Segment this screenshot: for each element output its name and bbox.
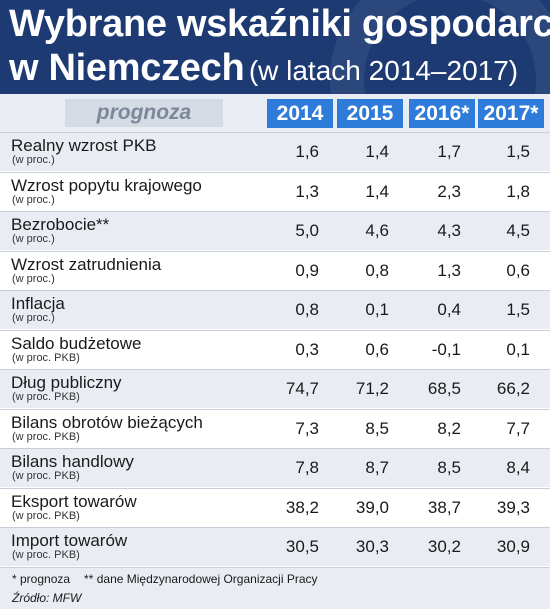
value-cell: 0,8 (295, 300, 319, 319)
year-header: 2014 (267, 99, 333, 128)
row-unit: (w proc.) (12, 233, 55, 245)
footnotes: * prognoza ** dane Międzynarodowej Organi… (0, 567, 550, 609)
row-unit: (w proc. PKB) (12, 470, 80, 482)
chart-title: Wybrane wskaźniki gospodarcze (9, 3, 550, 45)
row-unit: (w proc.) (12, 272, 55, 285)
value-cell: 1,6 (295, 142, 319, 161)
value-cell: 39,0 (355, 497, 389, 517)
value-cell: 2,3 (437, 181, 461, 201)
value-cell: 8,5 (365, 418, 389, 438)
row-label: Eksport towarów (11, 491, 137, 511)
title-period: (w latach 2014–2017) (248, 55, 519, 86)
value-cell: 0,6 (506, 260, 530, 280)
value-cell: 1,4 (365, 142, 389, 161)
value-cell: 0,1 (365, 300, 389, 319)
table-row: Inflacja (w proc.) 0,8 0,1 0,4 1,5 (0, 290, 550, 329)
value-cell: 68,5 (427, 379, 461, 398)
row-label: Bezrobocie** (11, 215, 110, 234)
source-note: Źródło: MFW (12, 591, 82, 605)
table-header-row: prognoza 2014 2015 2016* 2017* (0, 94, 550, 132)
row-unit: (w proc.) (12, 193, 55, 206)
value-cell: 71,2 (355, 379, 389, 398)
value-cell: 74,7 (285, 379, 319, 398)
row-label: Dług publiczny (11, 373, 122, 392)
value-cell: 0,1 (506, 339, 530, 359)
footnote-line: * prognoza ** dane Międzynarodowej Organi… (12, 572, 318, 586)
value-cell: 1,5 (506, 142, 530, 161)
value-cell: 30,2 (427, 537, 461, 556)
row-unit: (w proc. PKB) (12, 391, 80, 403)
value-cell: 1,3 (437, 260, 461, 280)
value-cell: 7,8 (295, 458, 319, 477)
value-cell: 1,8 (506, 181, 530, 201)
year-header: 2015 (337, 99, 403, 128)
row-unit: (w proc. PKB) (12, 549, 80, 561)
value-cell: 38,2 (285, 497, 319, 517)
value-cell: 1,5 (506, 300, 530, 319)
value-cell: 0,4 (437, 300, 461, 319)
row-label: Saldo budżetowe (11, 333, 142, 353)
table-row: Bezrobocie** (w proc.) 5,0 4,6 4,3 4,5 (0, 211, 550, 250)
row-label: Inflacja (11, 294, 65, 313)
value-cell: -0,1 (431, 339, 461, 359)
indicators-table: prognoza 2014 2015 2016* 2017* Realny wzros… (0, 94, 550, 567)
row-unit: (w proc. PKB) (12, 430, 80, 443)
value-cell: 8,4 (506, 458, 530, 477)
row-unit: (w proc. PKB) (12, 351, 80, 364)
forecast-label: prognoza (65, 99, 223, 127)
table-row: Dług publiczny (w proc. PKB) 74,7 71,2 68,5 6… (0, 369, 550, 408)
row-label: Bilans obrotów bieżących (11, 412, 203, 432)
value-cell: 30,5 (285, 537, 319, 556)
row-label: Import towarów (11, 531, 128, 550)
table-row: Eksport towarów (w proc. PKB) 38,2 39,0 38,7… (0, 487, 550, 527)
footnote-forecast: * prognoza (12, 572, 71, 586)
value-cell: 4,6 (365, 221, 389, 240)
value-cell: 4,3 (437, 221, 461, 240)
value-cell: 0,8 (365, 260, 389, 280)
row-unit: (w proc.) (12, 154, 55, 166)
value-cell: 5,0 (295, 221, 319, 240)
value-cell: 4,5 (506, 221, 530, 240)
title-country: w Niemczech (9, 47, 245, 89)
value-cell: 38,7 (427, 497, 461, 517)
table-row: Wzrost popytu krajowego (w proc.) 1,3 1,4 2,… (0, 171, 550, 211)
value-cell: 66,2 (496, 379, 530, 398)
value-cell: 8,5 (437, 458, 461, 477)
table-row: Wzrost zatrudnienia (w proc.) 0,9 0,8 1,3 0,6 (0, 250, 550, 290)
footnote-unemployment: ** dane Międzynarodowej Organizacji Prac… (84, 572, 318, 586)
value-cell: 0,6 (365, 339, 389, 359)
value-cell: 1,7 (437, 142, 461, 161)
value-cell: 1,4 (365, 181, 389, 201)
year-header: 2017* (478, 99, 544, 128)
value-cell: 0,9 (295, 260, 319, 280)
value-cell: 1,3 (295, 181, 319, 201)
table-row: Bilans handlowy (w proc. PKB) 7,8 8,7 8,5 8,4 (0, 448, 550, 487)
value-cell: 7,7 (506, 418, 530, 438)
title-banner: Wybrane wskaźniki gospodarcze w Niemczec… (0, 0, 550, 94)
value-cell: 39,3 (496, 497, 530, 517)
value-cell: 7,3 (295, 418, 319, 438)
value-cell: 8,2 (437, 418, 461, 438)
row-label: Bilans handlowy (11, 452, 134, 471)
table-row: Import towarów (w proc. PKB) 30,5 30,3 30,2 3… (0, 527, 550, 566)
chart-subtitle: w Niemczech (w latach 2014–2017) (9, 47, 518, 90)
year-header: 2016* (409, 99, 475, 128)
value-cell: 30,9 (496, 537, 530, 556)
table-row: Realny wzrost PKB (w proc.) 1,6 1,4 1,7 1,5 (0, 132, 550, 171)
value-cell: 0,3 (295, 339, 319, 359)
row-label: Realny wzrost PKB (11, 136, 157, 155)
row-unit: (w proc.) (12, 312, 55, 324)
row-label: Wzrost zatrudnienia (11, 254, 162, 274)
row-label: Wzrost popytu krajowego (11, 175, 202, 195)
value-cell: 30,3 (355, 537, 389, 556)
value-cell: 8,7 (365, 458, 389, 477)
table-row: Saldo budżetowe (w proc. PKB) 0,3 0,6 -0,1 0,… (0, 329, 550, 369)
table-row: Bilans obrotów bieżących (w proc. PKB) 7,3… (0, 408, 550, 448)
row-unit: (w proc. PKB) (12, 509, 80, 522)
